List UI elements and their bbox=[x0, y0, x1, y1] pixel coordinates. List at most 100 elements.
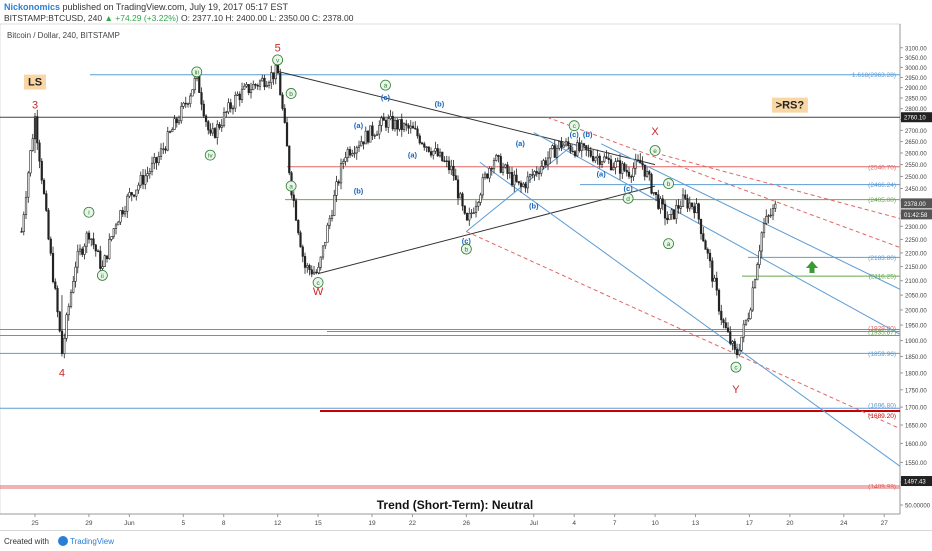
candle-body bbox=[294, 200, 298, 221]
x-tick-label: 7 bbox=[613, 520, 617, 527]
candle-body bbox=[213, 128, 217, 138]
publish-line: Nickonomics published on TradingView.com… bbox=[4, 2, 288, 12]
candle-body bbox=[508, 172, 511, 174]
author-link[interactable]: Nickonomics bbox=[4, 2, 61, 12]
candle-body bbox=[209, 129, 212, 134]
wave-label: e bbox=[653, 148, 657, 155]
candle-body bbox=[567, 141, 570, 147]
candle-body bbox=[353, 152, 356, 155]
candle-body bbox=[625, 170, 628, 173]
price-badge-line: 2760.10 bbox=[904, 116, 926, 122]
candle-body bbox=[366, 130, 370, 143]
level-label: (1489.99) bbox=[868, 484, 896, 491]
candle-body bbox=[587, 149, 590, 151]
wave-label: 4 bbox=[59, 367, 65, 379]
channel-line bbox=[533, 132, 901, 335]
candle-body bbox=[288, 145, 291, 174]
y-tick-label: 1550.00 bbox=[905, 461, 927, 467]
candle-body bbox=[533, 171, 536, 176]
candle-body bbox=[256, 84, 259, 87]
candle-body bbox=[562, 144, 565, 148]
candle-body bbox=[202, 103, 205, 117]
candle-body bbox=[65, 314, 68, 339]
candle-body bbox=[490, 168, 493, 170]
candle-body bbox=[279, 72, 282, 96]
wave-label: 3 bbox=[32, 100, 38, 112]
candle-body bbox=[571, 150, 574, 153]
candle-body bbox=[513, 174, 516, 186]
candle-body bbox=[175, 118, 178, 124]
candle-body bbox=[576, 142, 579, 157]
candle-body bbox=[321, 245, 325, 258]
candle-body bbox=[216, 124, 219, 138]
symbol-line: BITSTAMP:BTCUSD, 240 ▲ +74.29 (+3.22%) O… bbox=[4, 13, 353, 23]
candle-body bbox=[666, 217, 669, 221]
candle-body bbox=[659, 198, 662, 209]
candle-body bbox=[634, 159, 637, 169]
candle-body bbox=[724, 322, 727, 329]
candle-body bbox=[400, 119, 403, 130]
candle-body bbox=[276, 64, 280, 74]
candle-body bbox=[531, 174, 534, 176]
candle-body bbox=[105, 255, 109, 260]
y-tick-label: 2950.00 bbox=[905, 76, 927, 82]
candle-body bbox=[76, 250, 79, 268]
y-tick-label: 2300.00 bbox=[905, 225, 927, 231]
candle-body bbox=[200, 92, 203, 105]
wave-label: c bbox=[573, 123, 577, 130]
candle-body bbox=[713, 277, 716, 282]
candle-body bbox=[22, 214, 25, 232]
candle-body bbox=[715, 277, 718, 291]
candle-body bbox=[690, 202, 694, 207]
candle-body bbox=[375, 133, 379, 136]
candle-body bbox=[517, 181, 520, 184]
candle-body bbox=[641, 162, 644, 166]
candle-body bbox=[756, 264, 759, 281]
published-text: published on TradingView.com, July 19, 2… bbox=[62, 2, 289, 12]
wave-label: W bbox=[313, 286, 324, 298]
y-tick-label: 2150.00 bbox=[905, 265, 927, 271]
candle-body bbox=[229, 102, 232, 109]
candle-body bbox=[481, 177, 484, 196]
candle-body bbox=[274, 64, 277, 80]
candle-body bbox=[450, 165, 453, 171]
candle-body bbox=[351, 153, 354, 156]
candle-body bbox=[238, 93, 241, 101]
y-tick-label: 2450.00 bbox=[905, 187, 927, 193]
tradingview-brand-link[interactable]: TradingView bbox=[70, 537, 115, 546]
candle-body bbox=[771, 208, 775, 216]
y-tick-label: 2550.00 bbox=[905, 163, 927, 169]
candle-body bbox=[148, 171, 151, 174]
candle-body bbox=[519, 182, 523, 187]
candle-body bbox=[387, 118, 390, 128]
y-tick-label: 2250.00 bbox=[905, 238, 927, 244]
plot-area bbox=[0, 23, 901, 515]
wave-label-circle bbox=[380, 79, 391, 91]
candle-body bbox=[344, 157, 347, 162]
candle-body bbox=[461, 193, 464, 207]
candle-body bbox=[702, 233, 705, 242]
candle-body bbox=[258, 80, 262, 87]
price-chart[interactable]: 3100.00 3050.00 3000.00 2950.00 2900.00 2850.… bbox=[0, 0, 932, 530]
candle-body bbox=[297, 220, 300, 234]
candle-body bbox=[99, 250, 102, 269]
candle-body bbox=[144, 175, 147, 185]
candle-body bbox=[108, 239, 111, 260]
candle-body bbox=[371, 125, 374, 136]
candle-body bbox=[267, 82, 271, 86]
candle-body bbox=[308, 265, 311, 271]
candle-body bbox=[369, 125, 372, 143]
wave-label-circle bbox=[191, 66, 203, 78]
candle-body bbox=[695, 203, 698, 214]
wave-label-circle bbox=[272, 54, 284, 66]
candle-body bbox=[704, 240, 707, 250]
candle-body bbox=[231, 107, 235, 110]
candle-body bbox=[596, 155, 599, 159]
candle-body bbox=[171, 129, 174, 133]
y-tick-label: 2050.00 bbox=[905, 294, 927, 300]
candle-body bbox=[180, 106, 183, 122]
candle-body bbox=[78, 248, 82, 252]
candle-body bbox=[101, 266, 104, 269]
y-tick-label: 2600.00 bbox=[905, 151, 927, 157]
